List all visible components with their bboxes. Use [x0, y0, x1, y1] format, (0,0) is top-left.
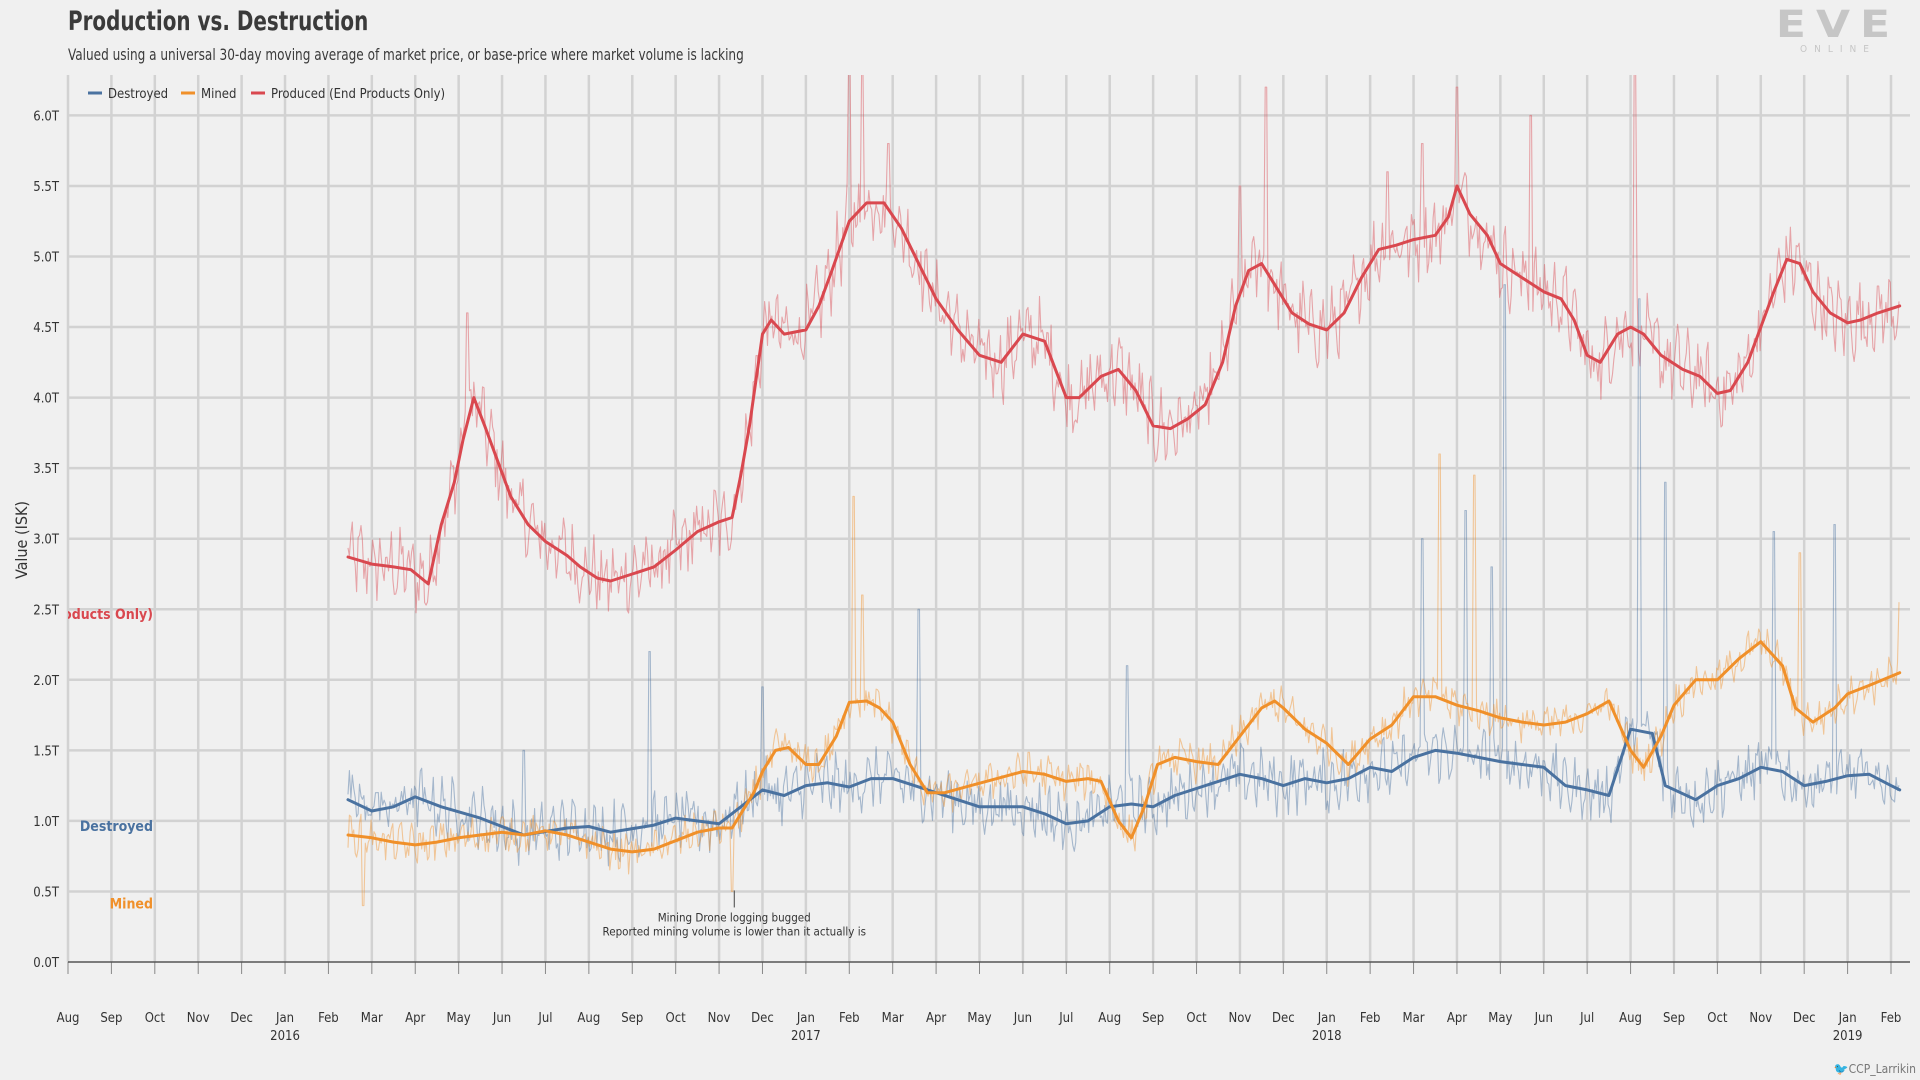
x-tick-label: Mar [361, 1011, 383, 1026]
x-tick-label: Dec [230, 1011, 253, 1026]
x-tick-label: Sep [1663, 1011, 1685, 1026]
legend-label: Destroyed [108, 87, 168, 102]
series-edge-labels: Produced (End Products Only) Destroyed Min… [0, 607, 153, 912]
logo-main-text: EVE [1775, 2, 1901, 47]
x-tick-label: Dec [1272, 1011, 1295, 1026]
x-tick-label: Jun [1534, 1011, 1553, 1026]
x-tick-label: Sep [1142, 1011, 1164, 1026]
legend-label: Mined [201, 87, 236, 102]
annotation-text: Mining Drone logging bugged [658, 910, 811, 924]
y-tick-label: 3.5T [33, 462, 60, 477]
x-tick-label: Nov [187, 1011, 210, 1026]
x-tick-label: Sep [100, 1011, 122, 1026]
y-tick-label: 1.5T [33, 744, 60, 759]
author-credit: 🐦CCP_Larrikin [1834, 1062, 1916, 1076]
x-tick-label: Aug [57, 1011, 80, 1026]
x-tick-label: Apr [926, 1011, 946, 1026]
chart-subtitle: Valued using a universal 30-day moving a… [68, 45, 744, 64]
x-tick-label: Jan [1317, 1011, 1336, 1026]
x-tick-label: Jul [537, 1011, 552, 1026]
x-tick-label: Apr [1447, 1011, 1467, 1026]
eve-online-logo: EVE ONLINE [1768, 2, 1908, 62]
x-tick-label: Feb [318, 1011, 339, 1026]
y-axis-label: Value (ISK) [12, 501, 31, 579]
x-tick-label: Jul [1579, 1011, 1594, 1026]
series-edge-label: Produced (End Products Only) [0, 607, 153, 623]
grid-layer [66, 75, 1910, 962]
x-tick-label: Jun [1013, 1011, 1032, 1026]
smoothed-line-mined [346, 640, 1902, 854]
x-tick-label: May [967, 1011, 991, 1026]
x-tick-label: Nov [1229, 1011, 1252, 1026]
x-tick-label: Nov [1749, 1011, 1772, 1026]
x-tick-label: Apr [405, 1011, 425, 1026]
raw-line-produced [347, 75, 1900, 614]
x-tick-label: Jul [1058, 1011, 1073, 1026]
x-tick-label: Oct [145, 1011, 166, 1026]
axis-layer: Aug Sep Oct Nov Dec Jan 2016 Feb Mar Apr May Jun Jul… [12, 109, 1910, 1044]
y-tick-label: 1.0T [33, 815, 60, 830]
x-tick-label: Jan [275, 1011, 294, 1026]
y-tick-label: 5.0T [33, 251, 60, 266]
x-tick-label: Aug [577, 1011, 600, 1026]
x-year-label: 2017 [791, 1029, 821, 1044]
y-tick-label: 0.0T [33, 956, 60, 971]
x-tick-label: Feb [1881, 1011, 1902, 1026]
y-tick-label: 0.5T [33, 885, 60, 900]
x-tick-label: Dec [1793, 1011, 1816, 1026]
x-year-label: 2019 [1833, 1029, 1863, 1044]
x-tick-label: Jan [1838, 1011, 1857, 1026]
x-tick-label: Feb [839, 1011, 860, 1026]
x-tick-label: Jun [492, 1011, 511, 1026]
chart-title: Production vs. Destruction [68, 6, 369, 37]
x-tick-label: May [1488, 1011, 1512, 1026]
x-year-label: 2016 [270, 1029, 300, 1044]
x-tick-label: Nov [708, 1011, 731, 1026]
y-tick-label: 6.0T [33, 109, 60, 124]
x-year-label: 2018 [1312, 1029, 1342, 1044]
x-tick-label: May [447, 1011, 471, 1026]
legend: Destroyed Mined Produced (End Products Onl… [88, 87, 445, 102]
x-tick-label: Mar [1403, 1011, 1425, 1026]
y-tick-label: 2.0T [33, 674, 60, 689]
series-layer [346, 75, 1902, 907]
y-tick-label: 4.0T [33, 392, 60, 407]
legend-label: Produced (End Products Only) [271, 87, 445, 102]
series-edge-label: Destroyed [80, 819, 153, 835]
logo-sub-text: ONLINE [1800, 44, 1876, 55]
author-handle: CCP_Larrikin [1848, 1062, 1916, 1076]
x-tick-label: Feb [1360, 1011, 1381, 1026]
x-tick-label: Oct [1186, 1011, 1207, 1026]
series-edge-label: Mined [110, 896, 153, 912]
x-tick-label: Sep [621, 1011, 643, 1026]
twitter-icon: 🐦 [1833, 1062, 1849, 1076]
x-tick-label: Aug [1619, 1011, 1642, 1026]
y-tick-label: 4.5T [33, 321, 60, 336]
raw-line-destroyed [347, 284, 1900, 867]
x-tick-label: Dec [751, 1011, 774, 1026]
x-tick-label: Oct [666, 1011, 687, 1026]
y-tick-label: 2.5T [33, 603, 60, 618]
x-tick-label: Oct [1707, 1011, 1728, 1026]
smoothed-line-destroyed [346, 727, 1902, 837]
y-tick-label: 3.0T [33, 533, 60, 548]
x-tick-label: Aug [1098, 1011, 1121, 1026]
x-tick-label: Jan [796, 1011, 815, 1026]
x-tick-label: Mar [882, 1011, 904, 1026]
annotation-text: Reported mining volume is lower than it … [603, 924, 866, 938]
smoothed-line-produced [346, 184, 1902, 586]
y-tick-label: 5.5T [33, 180, 60, 195]
